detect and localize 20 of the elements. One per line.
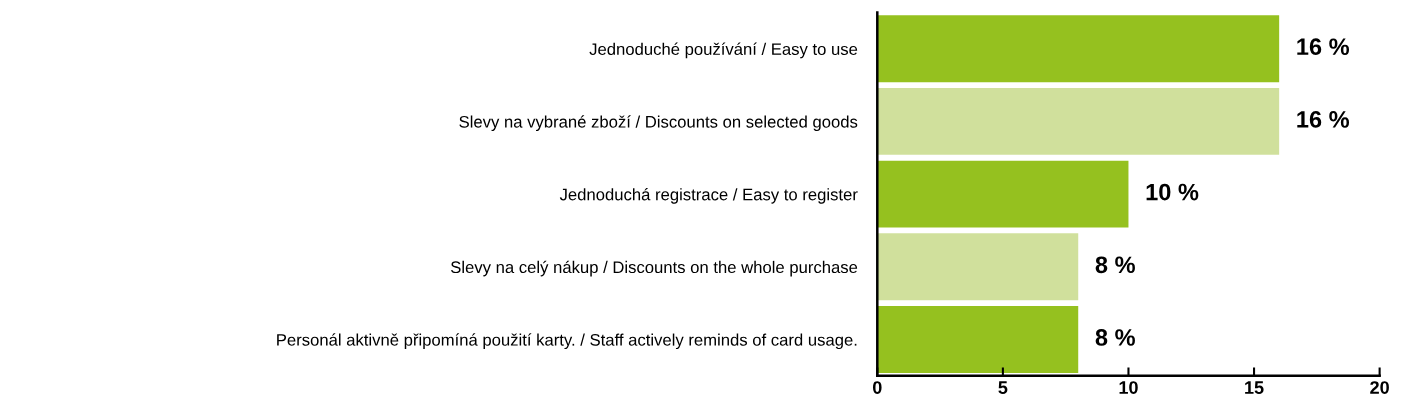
x-tick-label: 20 xyxy=(1370,381,1389,394)
data-label: 16 % xyxy=(1297,38,1350,56)
x-tick-label: 10 xyxy=(1119,381,1138,394)
x-tick-label: 15 xyxy=(1245,381,1264,394)
data-label: 16 % xyxy=(1297,111,1350,128)
x-tick-label: 5 xyxy=(998,381,1008,394)
bar xyxy=(877,15,1280,83)
y-tick-label: Personál aktivně připomíná použití karty. / Staff actively reminds of card usage. xyxy=(277,333,857,350)
bar xyxy=(877,233,1079,301)
bar xyxy=(877,306,1079,373)
y-tick-label: Slevy na vybrané zboží / Discounts on selected goods xyxy=(459,115,858,132)
y-tick-label: Jednoduchá registrace / Easy to register xyxy=(559,187,858,204)
bar xyxy=(877,87,1280,155)
data-label: 8 % xyxy=(1095,329,1135,346)
y-tick-label: Slevy na celý nákup / Discounts on the whole purchase xyxy=(451,260,858,277)
y-tick-label: Jednoduché používání / Easy to use xyxy=(589,42,858,59)
data-label: 8 % xyxy=(1095,256,1135,274)
x-tick-label: 0 xyxy=(872,381,882,394)
data-label: 10 % xyxy=(1146,183,1199,201)
bar xyxy=(877,160,1129,228)
